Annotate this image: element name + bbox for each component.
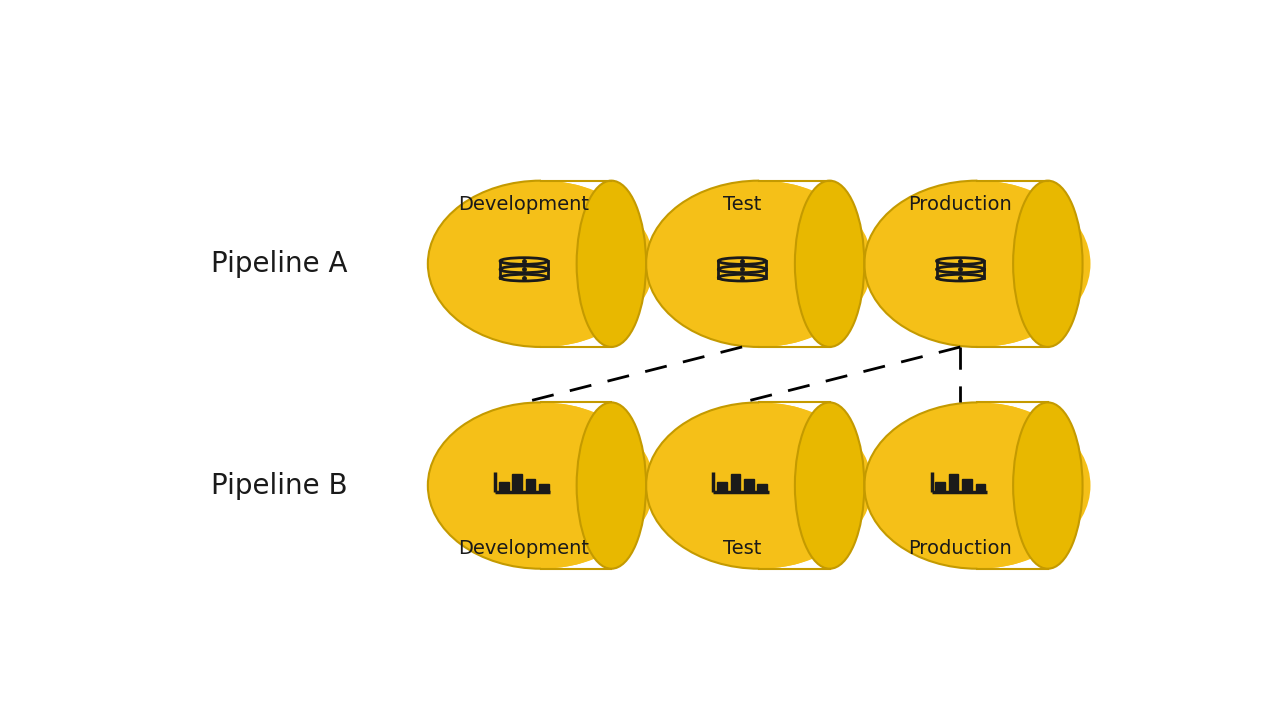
FancyBboxPatch shape [938,402,1048,569]
Ellipse shape [718,266,765,273]
Ellipse shape [428,402,654,569]
Text: Test: Test [723,194,762,214]
Bar [539,484,549,492]
FancyBboxPatch shape [502,181,612,347]
Ellipse shape [937,258,984,264]
Ellipse shape [646,402,872,569]
Ellipse shape [795,402,864,569]
Ellipse shape [864,402,1091,569]
Bar [937,269,984,278]
Bar [718,261,765,269]
Text: Production: Production [909,194,1012,214]
Ellipse shape [500,266,548,273]
Ellipse shape [795,181,864,347]
Ellipse shape [718,258,765,264]
Bar [731,474,740,492]
Ellipse shape [1014,181,1083,347]
Text: Pipeline A: Pipeline A [211,250,347,278]
Bar [758,484,767,492]
Ellipse shape [646,181,872,347]
FancyBboxPatch shape [721,181,829,347]
Bar [526,479,535,492]
Bar [500,269,548,278]
Ellipse shape [576,181,646,347]
Text: Development: Development [458,539,589,557]
Ellipse shape [937,274,984,281]
Bar [717,482,727,492]
FancyBboxPatch shape [721,402,829,569]
Bar [744,479,754,492]
Ellipse shape [500,274,548,281]
Bar [499,482,508,492]
Ellipse shape [937,266,984,273]
Bar [937,261,984,269]
Ellipse shape [1014,402,1083,569]
Text: Test: Test [723,539,762,557]
Ellipse shape [576,402,646,569]
Bar [512,474,522,492]
Text: Development: Development [458,194,589,214]
Bar [963,479,972,492]
Bar [500,261,548,269]
Bar [718,269,765,278]
FancyBboxPatch shape [502,402,612,569]
Bar [975,484,986,492]
Ellipse shape [428,181,654,347]
Ellipse shape [500,258,548,264]
Ellipse shape [864,181,1091,347]
Bar [948,474,959,492]
Bar [936,482,945,492]
Text: Production: Production [909,539,1012,557]
Ellipse shape [718,274,765,281]
FancyBboxPatch shape [938,181,1048,347]
Text: Pipeline B: Pipeline B [211,472,347,500]
